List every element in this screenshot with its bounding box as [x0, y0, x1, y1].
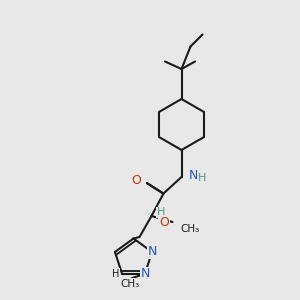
Text: H: H: [198, 172, 206, 183]
Text: H: H: [157, 207, 165, 218]
Text: O: O: [159, 215, 169, 229]
Text: CH₃: CH₃: [180, 224, 199, 234]
Text: N: N: [140, 267, 150, 280]
Text: H: H: [112, 269, 119, 279]
Text: N: N: [147, 245, 157, 259]
Text: O: O: [132, 174, 142, 187]
Text: N: N: [189, 169, 198, 182]
Text: CH₃: CH₃: [120, 279, 140, 289]
